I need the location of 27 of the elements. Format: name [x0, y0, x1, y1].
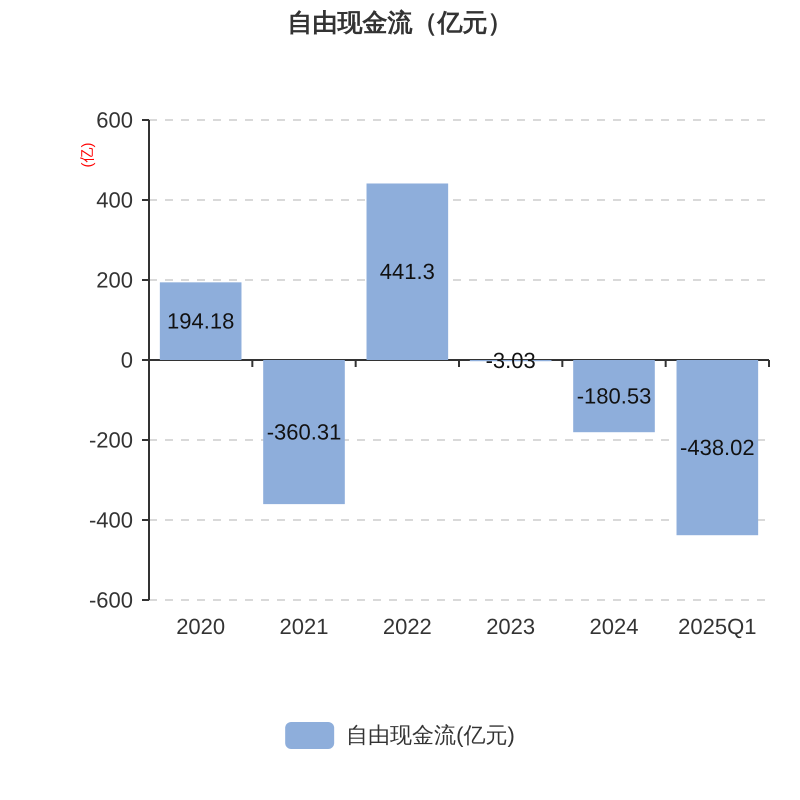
bar [676, 360, 758, 536]
data-label: -438.02 [680, 435, 755, 460]
x-tick-label: 2024 [590, 614, 638, 639]
y-tick-label: 600 [96, 108, 133, 132]
y-axis-title: (亿) [79, 142, 96, 168]
y-tick-label: -400 [88, 508, 133, 532]
x-tick-label: 2022 [382, 614, 432, 639]
y-tick-label: -600 [88, 588, 133, 612]
x-tick-label: 2020 [176, 614, 226, 639]
data-label: 194.18 [167, 308, 234, 334]
bar [263, 360, 345, 504]
data-label: -180.53 [576, 384, 652, 409]
y-tick-label: 200 [96, 268, 133, 292]
bar [366, 183, 448, 360]
y-tick-label: -200 [88, 428, 133, 452]
x-tick-label: 2023 [486, 614, 536, 639]
x-tick-label: 2025Q1 [678, 614, 756, 639]
legend: 自由现金流(亿元) [285, 722, 515, 749]
legend-label: 自由现金流(亿元) [346, 722, 515, 748]
x-tick-label: 2021 [280, 614, 328, 639]
y-tick-label: 400 [96, 188, 133, 212]
bar [573, 360, 655, 432]
y-tick-label: 0 [120, 348, 133, 372]
chart-title: 自由现金流（亿元） [288, 9, 512, 37]
data-label: 441.3 [380, 259, 435, 284]
data-label: -360.31 [266, 420, 342, 445]
bar [160, 282, 242, 360]
